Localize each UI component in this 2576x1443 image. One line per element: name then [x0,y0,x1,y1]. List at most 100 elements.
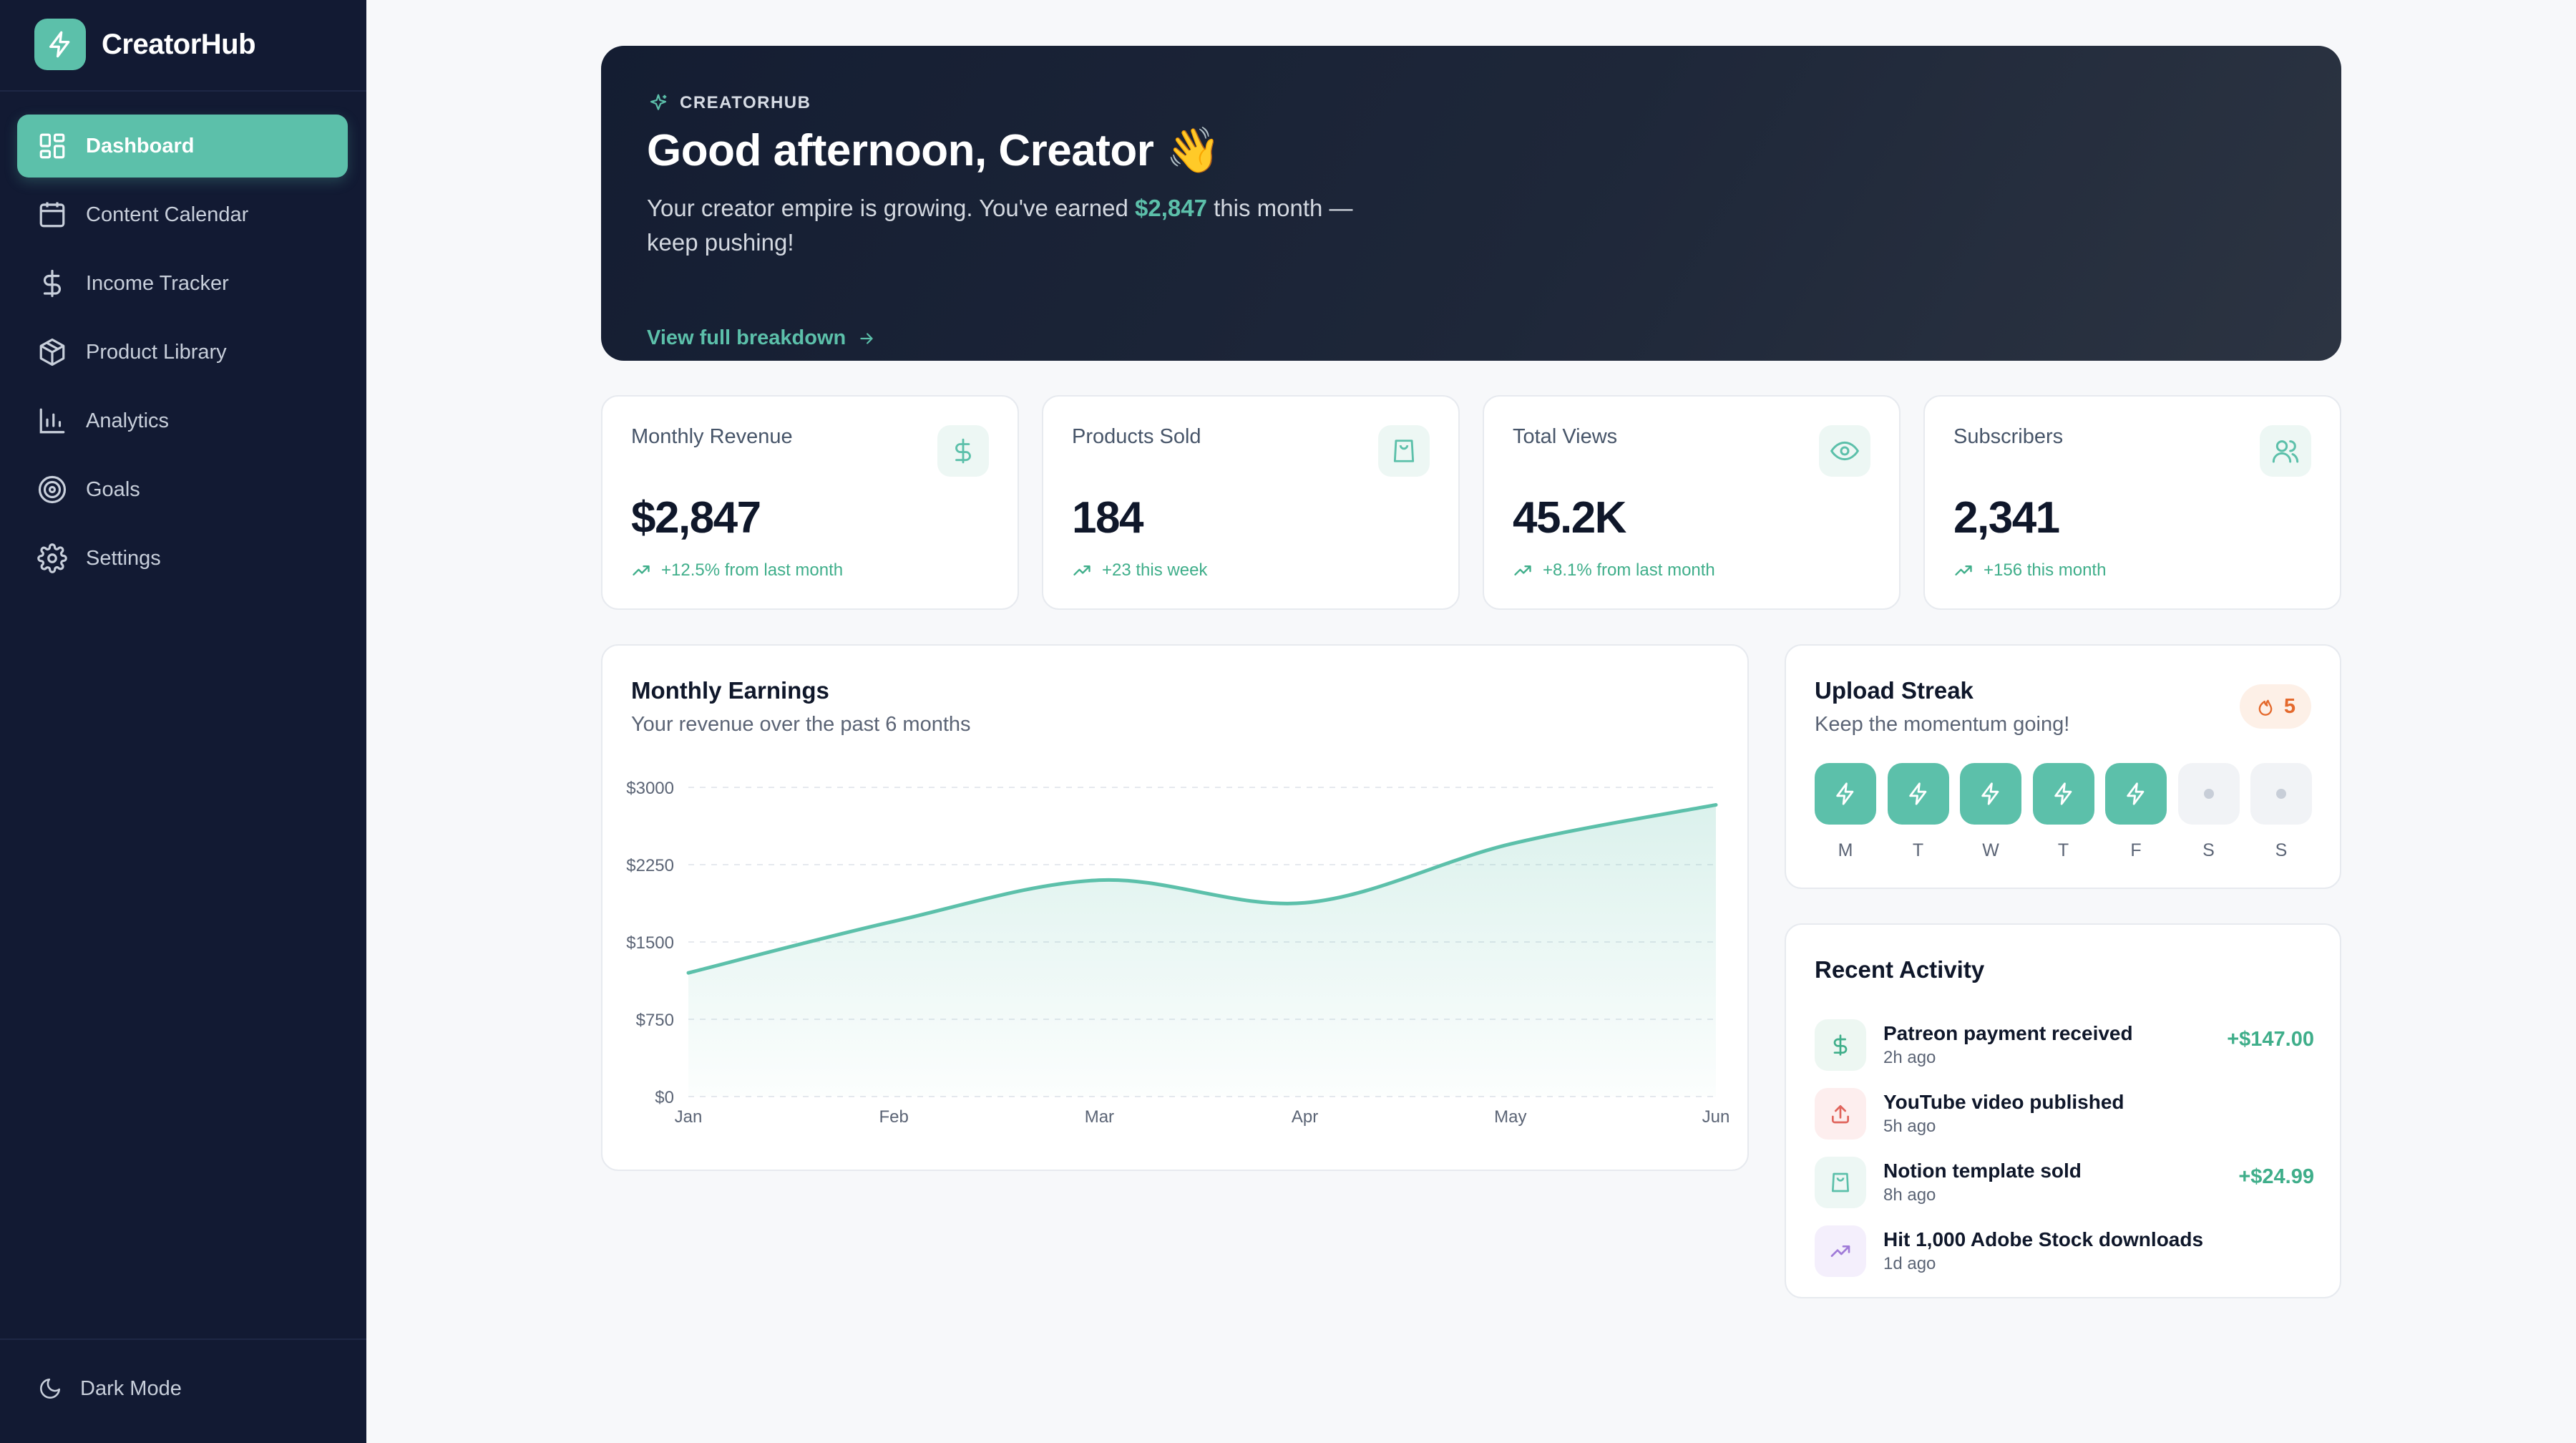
streak-title: Upload Streak [1815,677,1974,704]
y-tick-label: $2250 [626,856,674,875]
streak-count: 5 [2283,694,2296,718]
stat-change: +156 this month [1953,560,2106,581]
divider [0,1338,366,1340]
chart-title: Monthly Earnings [631,677,829,704]
activity-time: 8h ago [1883,1185,1936,1205]
stat-label: Monthly Revenue [631,425,793,448]
eye-icon [1819,425,1870,477]
view-breakdown-link[interactable]: View full breakdown [647,326,877,350]
flame-icon [2255,696,2277,717]
sidebar-item-label: Goals [86,477,140,501]
stat-change-text: +12.5% from last month [661,560,844,580]
stat-change-text: +8.1% from last month [1543,560,1715,580]
activity-item[interactable]: YouTube video published 5h ago [1815,1079,2314,1148]
hero-earned-amount: $2,847 [1135,195,1207,221]
gear-icon [36,542,69,575]
sidebar-item-label: Income Tracker [86,271,229,295]
sidebar-item-analytics[interactable]: Analytics [17,389,348,452]
sidebar-item-label: Analytics [86,409,170,432]
streak-day: F [2105,763,2167,861]
upload-streak-card: Upload Streak Keep the momentum going! 5… [1785,644,2341,889]
bolt-icon [1887,763,1949,825]
activity-text: Hit 1,000 Adobe Stock downloads 1d ago [1883,1228,2203,1274]
activity-title-text: Hit 1,000 Adobe Stock downloads [1883,1228,2204,1250]
x-tick-label: Mar [1085,1107,1114,1127]
hero-title: Good afternoon, Creator 👋 [647,126,1221,175]
stat-value: 45.2K [1513,493,1626,543]
welcome-banner: CREATORHUB Good afternoon, Creator 👋 You… [601,46,2341,361]
streak-day-label: S [2275,840,2288,860]
package-icon [36,336,69,369]
sidebar-item-goals[interactable]: Goals [17,458,348,521]
stat-change-text: +156 this month [1984,560,2107,580]
activity-amount: +$147.00 [2227,1028,2314,1051]
grid-icon [36,130,69,162]
sidebar-item-settings[interactable]: Settings [17,527,348,590]
trending-up-icon [1513,560,1534,581]
dark-mode-toggle[interactable]: Dark Mode [36,1374,182,1403]
sidebar-item-label: Settings [86,546,161,570]
shopping-bag-icon [1815,1157,1866,1208]
activity-title-text: Patreon payment received [1883,1022,2133,1044]
arrow-right-icon [857,329,877,349]
bolt-icon [34,19,86,70]
target-icon [36,473,69,506]
bolt-icon [1960,763,2021,825]
dollar-icon [937,425,989,477]
streak-day: S [2177,763,2240,861]
stat-change-text: +23 this week [1102,560,1208,580]
activity-title: Recent Activity [1815,956,1985,983]
streak-day: S [2250,763,2312,861]
sidebar-item-label: Product Library [86,340,227,364]
sparkle-icon [647,92,670,115]
bolt-icon [1815,763,1876,825]
sidebar-item-product-library[interactable]: Product Library [17,321,348,384]
activity-item[interactable]: Patreon payment received 2h ago +$147.00 [1815,1011,2314,1079]
streak-day-label: M [1838,840,1853,860]
sidebar-item-label: Content Calendar [86,203,249,226]
y-tick-label: $750 [636,1011,674,1030]
stat-label: Products Sold [1072,425,1201,448]
activity-time: 2h ago [1883,1048,1936,1067]
trending-up-icon [1953,560,1975,581]
sidebar-item-dashboard[interactable]: Dashboard [17,115,348,178]
earnings-area [688,805,1716,1097]
streak-subtitle: Keep the momentum going! [1815,713,2070,736]
sidebar-item-income-tracker[interactable]: Income Tracker [17,252,348,315]
trending-up-icon [1815,1225,1866,1277]
brand[interactable]: CreatorHub [34,19,256,70]
bolt-icon [2032,763,2094,825]
shopping-bag-icon [1378,425,1430,477]
sidebar-nav: Dashboard Content Calendar Income Tracke… [17,115,348,596]
stat-card-total-views: Total Views 45.2K +8.1% from last month [1483,395,1901,610]
stat-value: 184 [1072,493,1143,543]
chart-header: Monthly Earnings Your revenue over the p… [631,677,971,737]
activity-item[interactable]: Notion template sold 8h ago +$24.99 [1815,1148,2314,1217]
stat-card-subscribers: Subscribers 2,341 +156 this month [1923,395,2341,610]
y-tick-label: $3000 [626,779,674,798]
x-tick-label: Jan [675,1107,703,1127]
brand-name: CreatorHub [102,28,256,60]
trending-up-icon [1072,560,1093,581]
view-breakdown-label: View full breakdown [647,326,847,349]
divider [0,90,366,92]
sidebar-item-content-calendar[interactable]: Content Calendar [17,183,348,246]
streak-day: M [1815,763,1876,861]
hero-subtitle: Your creator empire is growing. You've e… [647,191,1377,260]
activity-item[interactable]: Hit 1,000 Adobe Stock downloads 1d ago [1815,1217,2314,1286]
activity-text: Notion template sold 8h ago [1883,1160,2082,1205]
stat-value: 2,341 [1953,493,2060,543]
hero-eyebrow: CREATORHUB [647,92,2296,115]
earnings-chart: $0 $750 $1500 $2250 $3000 Jan Feb Mar Apr May Jun [626,779,1729,1127]
activity-header: Recent Activity [1815,956,1984,983]
x-tick-label: Apr [1292,1107,1318,1127]
hero-eyebrow-text: CREATORHUB [680,93,811,112]
streak-count-badge: 5 [2239,684,2311,729]
activity-title-text: Notion template sold [1883,1160,2082,1182]
stat-label: Subscribers [1953,425,2064,448]
activity-list: Patreon payment received 2h ago +$147.00 Yo… [1815,1011,2314,1286]
dark-mode-label: Dark Mode [80,1376,182,1400]
hero-subtitle-text: this month — keep pushing! [647,195,1353,256]
moon-icon [36,1374,64,1403]
